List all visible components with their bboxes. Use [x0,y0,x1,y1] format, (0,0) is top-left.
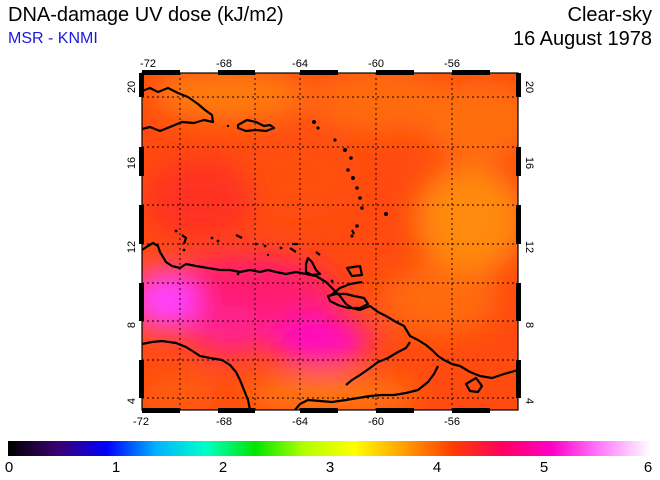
lon-tick-bottom: -68 [216,416,232,428]
islands [174,120,388,283]
lat-tick-left: 8 [126,322,138,328]
map-frame [139,70,521,413]
colorbar-label: 2 [218,459,228,476]
lon-tick-top: -56 [444,58,460,70]
colorbar-label: 5 [539,459,549,476]
lon-tick-top: -72 [140,58,156,70]
lat-tick-right: 16 [523,157,535,169]
lat-tick-right: 12 [523,241,535,253]
lat-tick-right: 20 [523,81,535,93]
colorbar-label: 1 [111,459,121,476]
lon-tick-top: -68 [216,58,232,70]
date-label: 16 August 1978 [512,28,652,50]
sky-condition-label: Clear-sky [567,4,652,26]
colorbar-label: 3 [325,459,335,476]
lon-tick-bottom: -72 [133,416,149,428]
lat-tick-right: 8 [523,322,535,328]
graticule [142,73,518,410]
axis-labels: -72 -68 -64 -60 -56 -72 -68 -64 -60 -56 … [126,58,535,428]
uv-dose-map: -72 -68 -64 -60 -56 -72 -68 -64 -60 -56 … [126,58,535,428]
lat-tick-left: 16 [126,157,138,169]
lon-tick-top: -64 [292,58,308,70]
lon-tick-bottom: -60 [368,416,384,428]
colorbar-label: 6 [643,459,653,476]
lon-tick-bottom: -56 [444,416,460,428]
coastlines [142,86,518,410]
colorbar-label: 0 [4,459,14,476]
map-title: DNA-damage UV dose (kJ/m2) [8,4,284,26]
lat-tick-left: 12 [126,241,138,253]
lat-tick-left: 4 [126,398,138,404]
lon-tick-top: -60 [368,58,384,70]
colorbar [8,441,651,456]
source-label: MSR - KNMI [8,30,98,47]
lat-tick-right: 4 [523,398,535,404]
lon-tick-bottom: -64 [292,416,308,428]
lat-tick-left: 20 [126,81,138,93]
colorbar-label: 4 [432,459,442,476]
dose-field [142,73,518,410]
